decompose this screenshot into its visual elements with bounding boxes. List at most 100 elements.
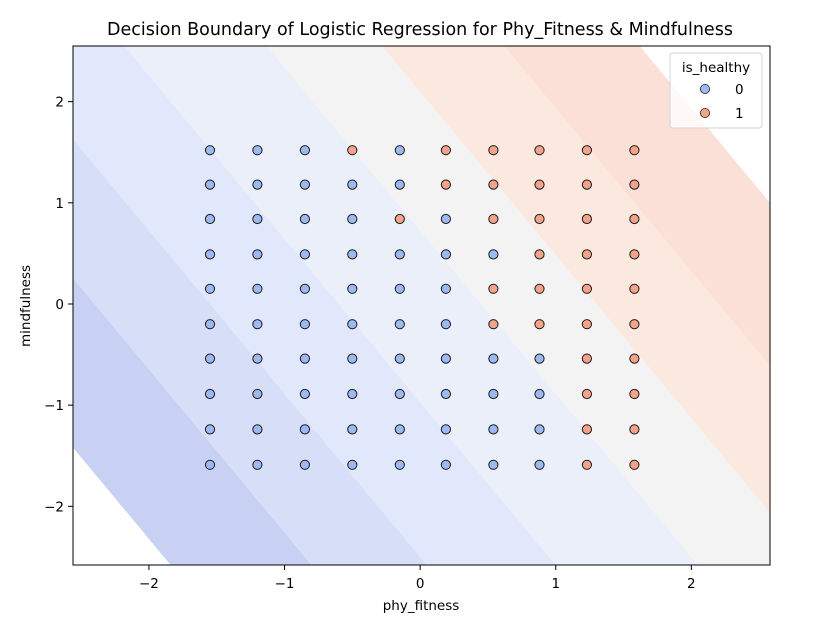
data-point-class-1 <box>581 179 593 190</box>
data-point-class-0 <box>204 388 216 400</box>
data-point-class-0 <box>347 353 358 364</box>
data-point-class-0 <box>347 283 358 294</box>
data-point-class-0 <box>299 353 310 364</box>
data-point-class-1 <box>629 145 640 156</box>
data-point-class-0 <box>204 353 216 364</box>
legend-marker-class-0 <box>700 84 711 95</box>
data-point-class-0 <box>488 388 499 400</box>
data-point-class-0 <box>252 145 263 156</box>
data-point-class-1 <box>581 283 593 294</box>
data-point-class-0 <box>299 179 310 190</box>
data-point-class-0 <box>394 319 405 330</box>
data-point-class-0 <box>252 283 263 294</box>
data-point-class-0 <box>299 319 310 330</box>
x-tick-label: 1 <box>551 576 560 592</box>
legend-label-class-1: 1 <box>735 106 744 122</box>
data-point-class-0 <box>204 213 216 225</box>
data-point-class-0 <box>534 388 545 400</box>
y-tick-label: 0 <box>55 297 64 313</box>
data-point-class-0 <box>488 424 499 435</box>
data-point-class-0 <box>394 353 405 364</box>
data-point-class-0 <box>204 283 216 294</box>
data-point-class-0 <box>440 459 451 470</box>
data-point-class-1 <box>488 145 499 156</box>
data-point-class-0 <box>299 145 310 156</box>
data-point-class-1 <box>581 459 593 470</box>
x-tick-label: 0 <box>416 576 425 592</box>
data-point-class-0 <box>204 145 216 156</box>
data-point-class-1 <box>534 179 545 190</box>
decision-contours <box>73 46 770 565</box>
data-point-class-1 <box>440 145 451 156</box>
data-point-class-0 <box>347 388 358 400</box>
x-axis-label: phy_fitness <box>383 598 460 614</box>
data-point-class-0 <box>534 424 545 435</box>
data-point-class-0 <box>440 388 451 400</box>
data-point-class-1 <box>629 179 640 190</box>
legend-title: is_healthy <box>682 60 750 76</box>
data-point-class-0 <box>488 459 499 470</box>
data-point-class-0 <box>252 388 263 400</box>
data-point-class-0 <box>204 249 216 260</box>
data-point-class-0 <box>488 249 499 260</box>
data-point-class-1 <box>534 319 545 330</box>
data-point-class-1 <box>534 283 545 294</box>
legend-label-class-0: 0 <box>735 82 744 98</box>
data-point-class-0 <box>394 145 405 156</box>
legend: is_healthy 0 1 <box>669 52 763 129</box>
data-point-class-0 <box>440 283 451 294</box>
data-point-class-1 <box>629 388 640 400</box>
data-point-class-1 <box>488 179 499 190</box>
data-point-class-1 <box>629 283 640 294</box>
y-tick-label: −1 <box>44 398 64 414</box>
data-point-class-0 <box>440 424 451 435</box>
data-point-class-0 <box>440 353 451 364</box>
data-point-class-1 <box>534 249 545 260</box>
contour-band <box>73 139 427 565</box>
data-point-class-0 <box>299 388 310 400</box>
data-point-class-0 <box>394 179 405 190</box>
data-point-class-1 <box>629 353 640 364</box>
data-point-class-0 <box>299 459 310 470</box>
legend-marker-class-1 <box>700 108 711 119</box>
data-point-class-1 <box>394 213 405 225</box>
data-point-class-0 <box>440 249 451 260</box>
data-point-class-1 <box>581 353 593 364</box>
y-tick-label: 1 <box>55 196 64 212</box>
data-point-class-1 <box>581 388 593 400</box>
data-point-class-0 <box>252 459 263 470</box>
data-point-class-1 <box>629 213 640 225</box>
data-point-class-0 <box>299 283 310 294</box>
data-point-class-0 <box>252 179 263 190</box>
data-point-class-0 <box>204 459 216 470</box>
data-point-class-0 <box>204 424 216 435</box>
x-axis-ticks: −2 −1 0 1 2 <box>139 565 696 592</box>
data-point-class-1 <box>629 459 640 470</box>
data-point-class-0 <box>394 249 405 260</box>
data-point-class-0 <box>440 319 451 330</box>
data-point-class-1 <box>488 283 499 294</box>
y-axis-label: mindfulness <box>18 265 34 347</box>
y-tick-label: −2 <box>44 499 64 515</box>
data-point-class-0 <box>204 179 216 190</box>
data-point-class-0 <box>347 213 358 225</box>
data-point-class-0 <box>347 249 358 260</box>
plot-frame <box>72 45 771 566</box>
y-axis-ticks: −2 −1 0 1 2 <box>44 95 73 515</box>
data-point-class-1 <box>629 424 640 435</box>
chart-title: Decision Boundary of Logistic Regression… <box>107 20 733 40</box>
data-point-class-1 <box>440 179 451 190</box>
data-point-class-1 <box>629 249 640 260</box>
y-tick-label: 2 <box>55 95 64 111</box>
data-point-class-0 <box>394 388 405 400</box>
data-point-class-0 <box>252 213 263 225</box>
data-point-class-0 <box>252 353 263 364</box>
data-point-class-0 <box>534 353 545 364</box>
contour-band <box>124 46 699 565</box>
data-point-class-0 <box>347 179 358 190</box>
x-tick-label: −2 <box>139 576 159 592</box>
data-point-class-1 <box>629 319 640 330</box>
contour-band <box>266 46 770 565</box>
data-point-class-1 <box>581 145 593 156</box>
data-point-class-0 <box>347 424 358 435</box>
